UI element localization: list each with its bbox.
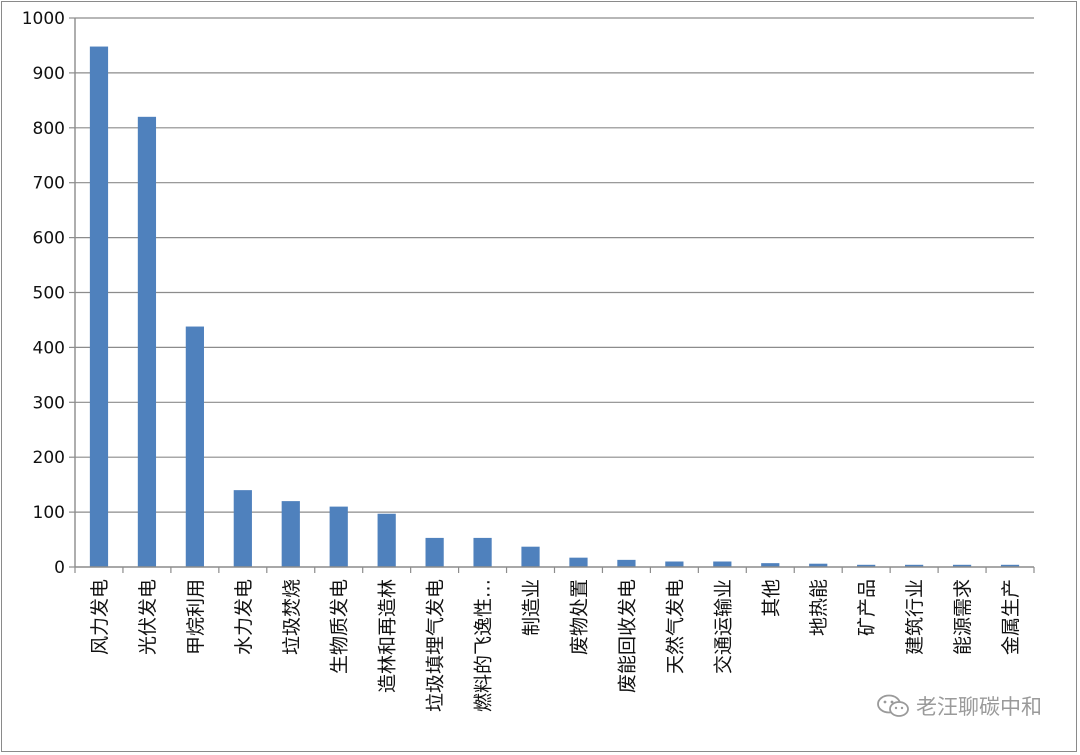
bar	[185, 326, 204, 567]
watermark: 老汪聊碳中和	[876, 691, 1042, 721]
category-label: 风力发电	[89, 579, 111, 655]
y-tick-label: 300	[33, 393, 65, 413]
bar	[809, 563, 828, 567]
category-label: 水力发电	[233, 579, 255, 655]
bar	[617, 559, 636, 567]
category-label: 制造业	[521, 579, 543, 636]
category-label: 建筑行业	[904, 579, 926, 655]
gridlines	[69, 17, 1035, 573]
category-label: 生物质发电	[329, 579, 351, 674]
y-tick-label: 1000	[22, 9, 65, 29]
bar	[233, 490, 252, 567]
bar	[137, 116, 157, 567]
category-label: 交通运输业	[712, 579, 734, 674]
axes	[74, 18, 1034, 568]
category-label: 金属生产	[1000, 579, 1022, 655]
y-tick-labels: 0 100 200 300 400 500 600 700 800 900 1000	[22, 9, 65, 578]
bar	[473, 537, 492, 567]
bar	[569, 557, 588, 567]
category-label: 垃圾焚烧	[281, 579, 303, 655]
y-tick-label: 0	[54, 558, 65, 578]
y-tick-label: 700	[33, 174, 65, 194]
bars	[89, 46, 1020, 568]
category-label: 废物处置	[568, 579, 590, 655]
category-label: 燃料的飞逸性…	[473, 579, 495, 712]
bar	[1000, 564, 1020, 567]
bar	[665, 561, 684, 567]
y-tick-label: 800	[33, 119, 65, 139]
category-label: 甲烷利用	[185, 579, 207, 655]
category-label: 造林和再造林	[377, 579, 399, 693]
bar	[89, 46, 109, 568]
y-tick-label: 100	[33, 503, 65, 523]
bar	[857, 564, 876, 567]
bar	[521, 546, 540, 567]
bar	[329, 506, 348, 567]
bar	[952, 564, 972, 567]
category-label: 能源需求	[952, 579, 974, 655]
category-label: 地热能	[808, 579, 830, 636]
category-label: 垃圾填埋气发电	[425, 579, 447, 712]
bar	[281, 501, 300, 567]
y-tick-label: 600	[33, 229, 65, 249]
y-tick-label: 200	[33, 448, 65, 468]
bar	[425, 537, 444, 567]
bar	[905, 564, 924, 567]
wechat-icon	[877, 694, 909, 717]
category-labels: 风力发电 光伏发电 甲烷利用 水力发电 垃圾焚烧 生物质发电 造林和再造林 垃圾填埋气发电 燃料…	[89, 579, 1022, 712]
category-label: 废能回收发电	[616, 579, 638, 693]
watermark-text: 老汪聊碳中和	[916, 695, 1042, 719]
bar	[713, 561, 732, 567]
y-tick-label: 400	[33, 338, 65, 358]
category-label: 其他	[760, 579, 782, 617]
category-label: 矿产品	[856, 579, 878, 636]
y-tick-label: 500	[33, 284, 65, 304]
category-label: 天然气发电	[664, 579, 686, 674]
category-label: 光伏发电	[137, 579, 159, 655]
bar	[377, 513, 396, 567]
y-tick-label: 900	[33, 64, 65, 84]
bar	[761, 563, 780, 567]
